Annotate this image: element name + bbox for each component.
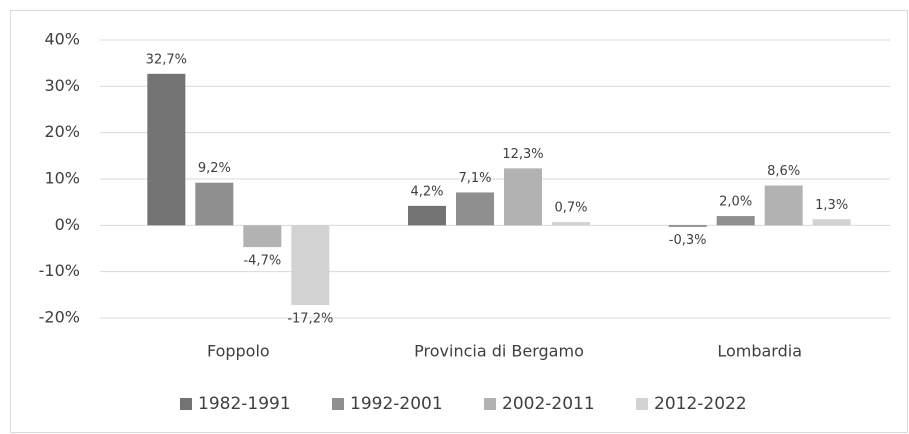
legend-swatch	[484, 398, 496, 410]
legend-swatch	[180, 398, 192, 410]
legend-swatch	[636, 398, 648, 410]
bar	[764, 185, 803, 226]
y-tick-label: 0%	[55, 215, 80, 234]
value-label: 12,3%	[502, 147, 543, 162]
x-tick-label: Lombardia	[717, 342, 802, 361]
bar	[147, 73, 186, 226]
value-label: -4,7%	[243, 254, 281, 269]
value-label: 4,2%	[410, 184, 443, 199]
value-label: 32,7%	[146, 52, 187, 67]
x-tick-label: Foppolo	[207, 342, 270, 361]
legend-label: 2002-2011	[502, 394, 595, 414]
legend-label: 1992-2001	[350, 394, 443, 414]
y-tick-label: 10%	[44, 169, 80, 188]
bar	[504, 168, 542, 226]
value-label: 9,2%	[198, 161, 231, 176]
value-label: -17,2%	[287, 312, 333, 327]
bar	[552, 222, 590, 226]
legend-label: 2012-2022	[654, 394, 747, 414]
legend-swatch	[332, 398, 344, 410]
y-tick-label: 40%	[44, 30, 80, 49]
bar	[195, 182, 234, 226]
legend-label: 1982-1991	[198, 394, 291, 414]
bar	[668, 225, 707, 227]
bar	[812, 219, 851, 226]
value-label: 0,7%	[554, 201, 587, 216]
bar	[456, 192, 494, 226]
y-tick-label: 30%	[44, 76, 80, 95]
value-label: 2,0%	[719, 195, 752, 210]
value-label: 8,6%	[767, 164, 800, 179]
value-label: -0,3%	[669, 233, 707, 248]
y-tick-label: -10%	[39, 261, 80, 280]
value-label: 7,1%	[458, 171, 491, 186]
bar	[243, 225, 282, 248]
bar	[408, 205, 446, 226]
y-tick-label: 20%	[44, 122, 80, 141]
y-tick-label: -20%	[39, 308, 80, 327]
bar	[716, 216, 755, 226]
bar	[291, 225, 330, 306]
value-label: 1,3%	[815, 198, 848, 213]
x-tick-label: Provincia di Bergamo	[414, 342, 584, 361]
